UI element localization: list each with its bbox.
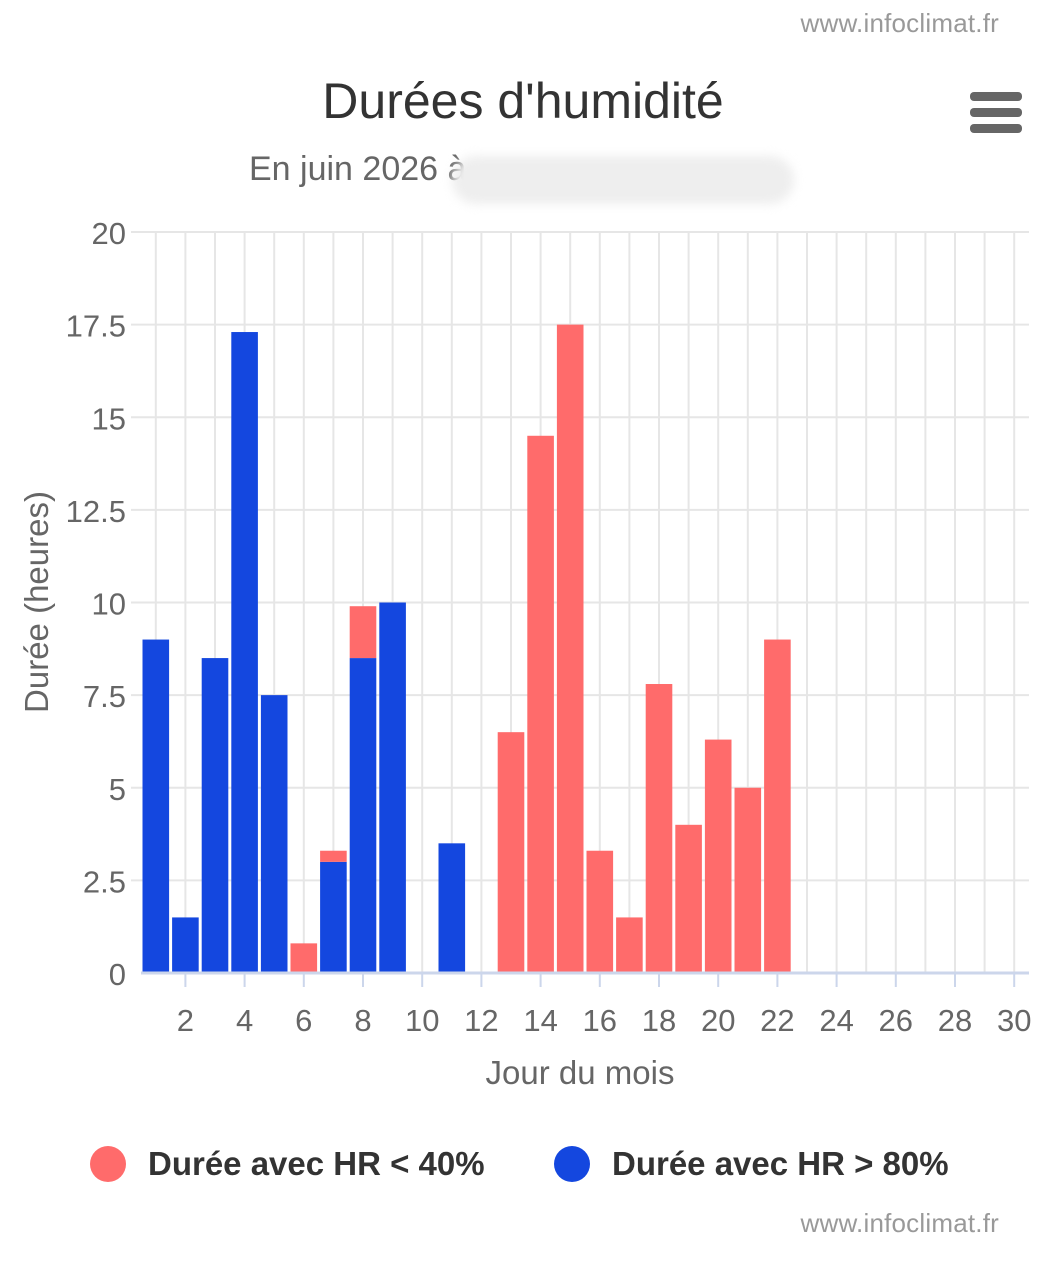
y-tick-label: 12.5: [66, 494, 126, 529]
legend-label: Durée avec HR < 40%: [148, 1145, 485, 1182]
x-tick-label: 16: [583, 1003, 617, 1038]
bar-hr-above-80-day-1[interactable]: [142, 639, 170, 973]
bar-hr-below-40-day-21[interactable]: [734, 787, 762, 973]
y-tick-label: 15: [92, 401, 126, 436]
bar-hr-below-40-day-22[interactable]: [764, 639, 791, 973]
legend-item-hr-below-40[interactable]: Durée avec HR < 40%: [90, 1145, 485, 1183]
x-tick-label: 8: [354, 1003, 371, 1038]
bar-hr-below-40-day-8[interactable]: [349, 606, 377, 659]
y-axis-label: Durée (heures): [18, 491, 55, 713]
bar-hr-above-80-day-9[interactable]: [379, 602, 406, 974]
chart-menu-button[interactable]: [968, 92, 1024, 136]
y-tick-label: 20: [92, 216, 126, 251]
x-tick-label: 2: [177, 1003, 194, 1038]
source-credit-bottom[interactable]: www.infoclimat.fr: [800, 1208, 999, 1238]
y-tick-label: 17.5: [66, 309, 126, 344]
bar-hr-below-40-day-17[interactable]: [616, 917, 643, 973]
bar-hr-below-40-day-7[interactable]: [320, 850, 347, 862]
x-tick-label: 10: [405, 1003, 439, 1038]
x-tick-label: 30: [997, 1003, 1031, 1038]
bar-hr-above-80-day-8[interactable]: [349, 658, 377, 973]
bar-hr-below-40-day-6[interactable]: [290, 943, 318, 973]
bar-hr-below-40-day-13[interactable]: [497, 732, 525, 973]
redacted-location: [452, 156, 794, 204]
x-tick-label: 6: [295, 1003, 312, 1038]
bar-hr-below-40-day-15[interactable]: [556, 324, 584, 973]
y-tick-label: 10: [92, 587, 126, 622]
x-tick-label: 18: [642, 1003, 676, 1038]
bar-hr-below-40-day-20[interactable]: [704, 739, 732, 973]
bars: [142, 324, 791, 974]
legend-label: Durée avec HR > 80%: [612, 1145, 949, 1182]
x-axis-label: Jour du mois: [486, 1054, 675, 1091]
bar-hr-below-40-day-14[interactable]: [527, 435, 554, 973]
source-credit-top[interactable]: www.infoclimat.fr: [800, 8, 999, 38]
x-tick-label: 14: [523, 1003, 557, 1038]
bar-hr-above-80-day-4[interactable]: [231, 332, 258, 973]
bar-hr-above-80-day-2[interactable]: [172, 917, 199, 973]
bar-hr-above-80-day-7[interactable]: [320, 861, 347, 973]
x-tick-label: 24: [819, 1003, 853, 1038]
y-tick-label: 5: [109, 772, 126, 807]
bar-hr-above-80-day-3[interactable]: [201, 658, 229, 973]
x-tick-label: 20: [701, 1003, 735, 1038]
x-tick-label: 12: [464, 1003, 498, 1038]
y-tick-label: 7.5: [83, 679, 126, 714]
bar-hr-below-40-day-16[interactable]: [586, 850, 614, 973]
y-tick-label: 0: [109, 957, 126, 992]
bar-hr-below-40-day-19[interactable]: [675, 824, 702, 973]
x-tick-label: 4: [236, 1003, 253, 1038]
x-tick-label: 22: [760, 1003, 794, 1038]
legend-item-hr-above-80[interactable]: Durée avec HR > 80%: [554, 1145, 949, 1183]
legend: Durée avec HR < 40% Durée avec HR > 80%: [0, 1145, 1057, 1199]
legend-marker-red: [90, 1146, 126, 1182]
x-tick-label: 28: [938, 1003, 972, 1038]
bar-hr-above-80-day-11[interactable]: [438, 843, 466, 973]
chart-title: Durées d'humidité: [322, 73, 724, 129]
bar-hr-below-40-day-18[interactable]: [645, 684, 673, 973]
chart-subtitle: En juin 2026 à: [249, 150, 467, 188]
legend-marker-blue: [554, 1146, 590, 1182]
bar-hr-above-80-day-5[interactable]: [260, 695, 288, 973]
x-tick-label: 26: [879, 1003, 913, 1038]
y-tick-label: 2.5: [83, 864, 126, 899]
